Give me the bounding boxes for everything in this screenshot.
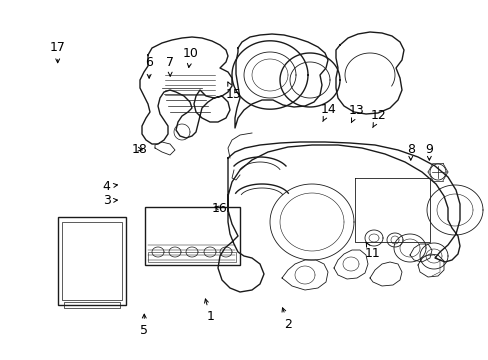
Bar [64,302,120,308]
Text: 13: 13 [348,104,364,123]
Bar [58,217,126,305]
Text: 11: 11 [364,242,380,260]
Bar [145,207,240,265]
Text: 9: 9 [425,143,432,160]
Text: 16: 16 [211,202,226,215]
Text: 17: 17 [50,41,65,63]
Text: 4: 4 [102,180,117,193]
Bar [148,252,236,262]
Text: 14: 14 [320,103,336,122]
Text: 2: 2 [282,308,292,330]
Text: 3: 3 [102,194,117,207]
Text: 5: 5 [140,314,148,337]
Text: 15: 15 [225,82,241,101]
Bar [62,222,122,300]
Text: 6: 6 [145,57,153,78]
Text: 18: 18 [131,143,147,156]
Text: 10: 10 [183,47,198,67]
Text: 1: 1 [204,299,214,323]
Text: 12: 12 [370,109,386,128]
Text: 8: 8 [406,143,414,160]
Text: 7: 7 [166,57,174,76]
